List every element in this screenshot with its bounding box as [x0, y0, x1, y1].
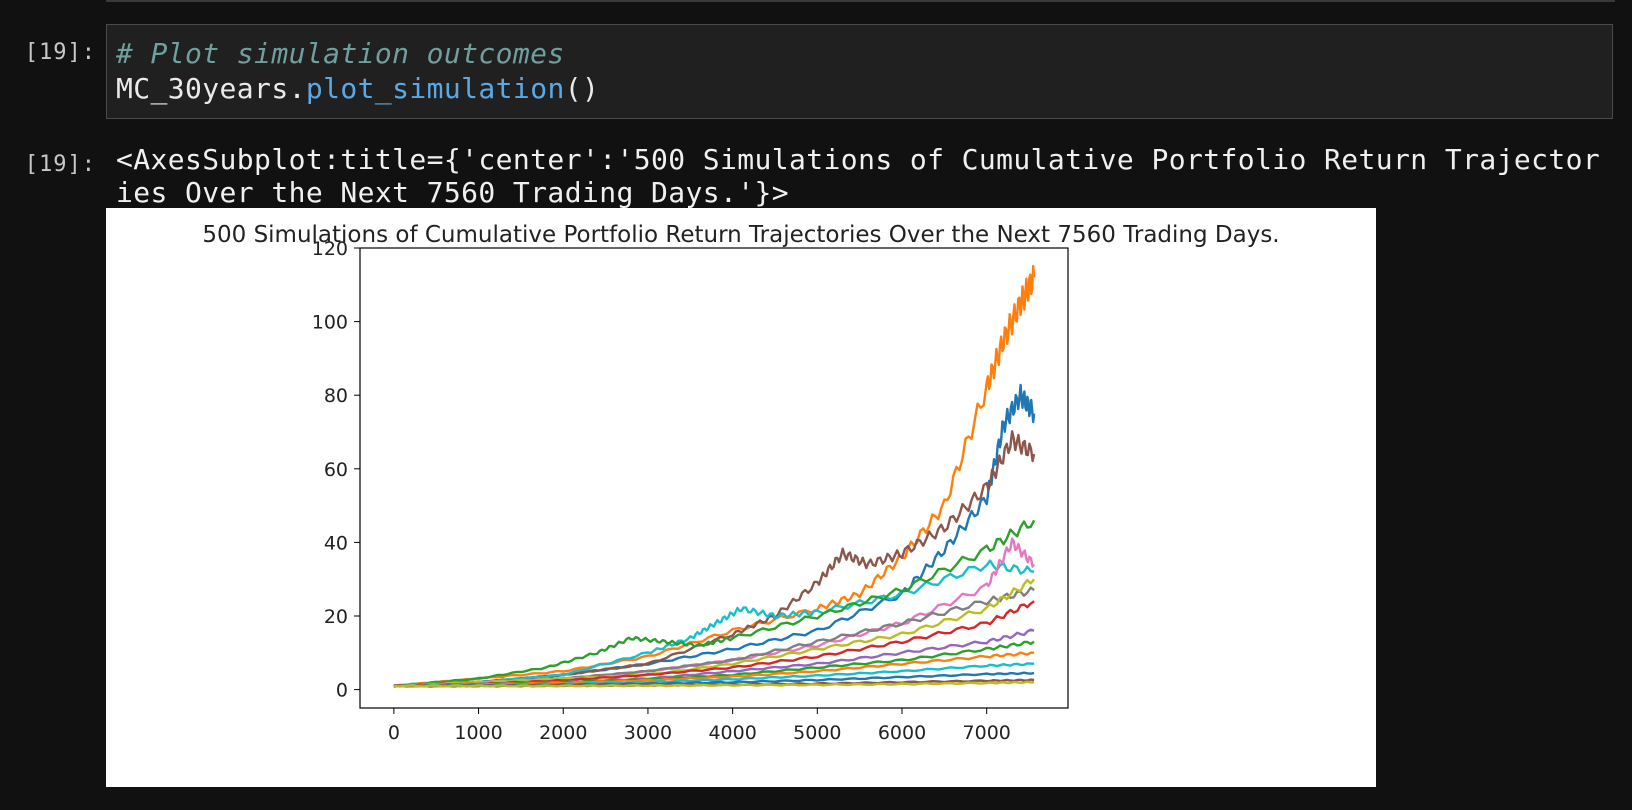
code-line-comment: # Plot simulation outcomes: [116, 37, 565, 70]
y-axis: 0 20 40 60 80 100 120: [312, 238, 360, 702]
code-object-name: MC_30years: [116, 72, 289, 105]
x-tick-label: 6000: [878, 722, 926, 744]
x-tick-label: 3000: [624, 722, 672, 744]
code-comment: # Plot simulation outcomes: [116, 37, 565, 70]
output-repr-line-1: <AxesSubplot:title={'center':'500 Simula…: [116, 143, 1601, 176]
simulation-series-line: [393, 537, 1036, 688]
code-method-name: plot_simulation: [305, 72, 565, 105]
simulation-series-line: [393, 519, 1036, 688]
previous-cell-border: [106, 0, 1615, 2]
simulation-series-line: [393, 559, 1035, 687]
simulation-series-line: [393, 264, 1036, 688]
x-tick-label: 4000: [708, 722, 756, 744]
axes-frame: [359, 247, 1069, 709]
y-tick-label: 120: [312, 238, 348, 260]
output-prompt: [19]:: [24, 152, 96, 177]
x-tick-label: 0: [388, 722, 400, 744]
y-tick-label: 40: [324, 532, 348, 554]
y-tick-label: 20: [324, 606, 348, 628]
input-prompt: [19]:: [24, 40, 96, 65]
output-repr: <AxesSubplot:title={'center':'500 Simula…: [116, 143, 1616, 209]
y-tick-label: 0: [336, 680, 348, 702]
x-tick-label: 2000: [539, 722, 587, 744]
simulation-series-line: [393, 430, 1036, 688]
y-tick-label: 80: [324, 385, 348, 407]
simulation-series-line: [393, 578, 1036, 688]
series-lines: [393, 264, 1036, 688]
x-axis: 0 1000 2000 3000 4000 5000 6000 7000: [388, 708, 1011, 744]
code-call-parens: (): [564, 72, 600, 105]
x-tick-label: 1000: [454, 722, 502, 744]
chart-title: 500 Simulations of Cumulative Portfolio …: [202, 222, 1279, 248]
code-cell-editor[interactable]: # Plot simulation outcomes MC_30years.pl…: [106, 24, 1613, 119]
simulation-series-line: [393, 680, 1035, 688]
code-dot: .: [288, 72, 306, 105]
y-tick-label: 60: [324, 459, 348, 481]
simulation-series-line: [393, 586, 1035, 688]
x-tick-label: 5000: [793, 722, 841, 744]
plot-figure: 500 Simulations of Cumulative Portfolio …: [106, 208, 1376, 787]
x-tick-label: 7000: [963, 722, 1011, 744]
code-line-call: MC_30years.plot_simulation(): [116, 72, 599, 105]
y-tick-label: 100: [312, 312, 348, 334]
simulation-line-chart: 500 Simulations of Cumulative Portfolio …: [202, 222, 1279, 744]
output-repr-line-2: ies Over the Next 7560 Trading Days.'}>: [116, 176, 790, 209]
